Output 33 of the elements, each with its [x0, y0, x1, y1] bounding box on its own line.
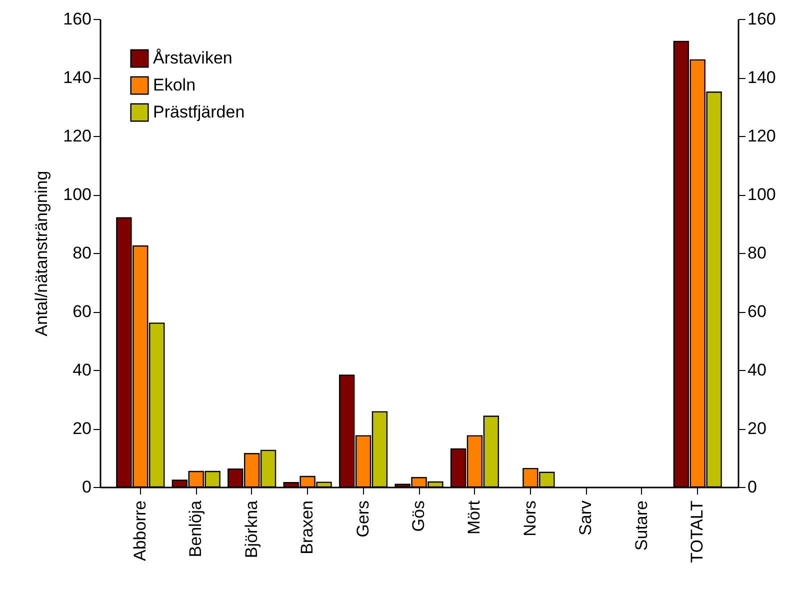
y-tick-label: 20 — [72, 419, 92, 438]
x-tick-label: Nors — [520, 500, 540, 536]
x-tick-label: Sutare — [632, 500, 651, 551]
y-axis-title: Antal/nätansträngning — [32, 170, 52, 336]
y-tick-label: 80 — [72, 244, 92, 262]
y2-tick-label: 140 — [748, 68, 776, 87]
y2-tick-label: 0 — [748, 478, 757, 496]
y-tick-label: 60 — [72, 302, 92, 321]
y2-tick-label: 80 — [748, 244, 766, 262]
y2-tick-label: 40 — [748, 360, 766, 380]
y-tick-label: 100 — [63, 185, 92, 204]
legend-label: Prästfjärden — [153, 102, 245, 122]
legend-label: Ekoln — [153, 76, 196, 94]
y2-tick-label: 20 — [748, 419, 766, 438]
x-tick-label: Björkna — [242, 500, 261, 558]
y-tick-label: 120 — [63, 126, 92, 146]
y-tick-label: 40 — [72, 360, 92, 380]
x-tick-label: Braxen — [298, 500, 317, 554]
x-tick-label: Gös — [409, 500, 428, 532]
y-tick-label: 140 — [63, 68, 92, 87]
y-tick-label: 160 — [63, 10, 92, 28]
legend-label: Årstaviken — [153, 48, 232, 68]
x-tick-label: TOTALT — [688, 500, 707, 563]
y2-tick-label: 160 — [748, 10, 776, 28]
y-tick-label: 0 — [82, 478, 92, 496]
y2-tick-label: 100 — [748, 185, 776, 204]
x-tick-label: Abborre — [130, 500, 150, 561]
y2-tick-label: 120 — [748, 126, 776, 146]
x-tick-label: Mört — [464, 500, 484, 534]
y2-tick-label: 60 — [748, 302, 766, 321]
x-tick-label: Benlöja — [186, 500, 206, 558]
x-tick-label: Gers — [353, 500, 372, 538]
x-tick-label: Sarv — [576, 500, 596, 536]
